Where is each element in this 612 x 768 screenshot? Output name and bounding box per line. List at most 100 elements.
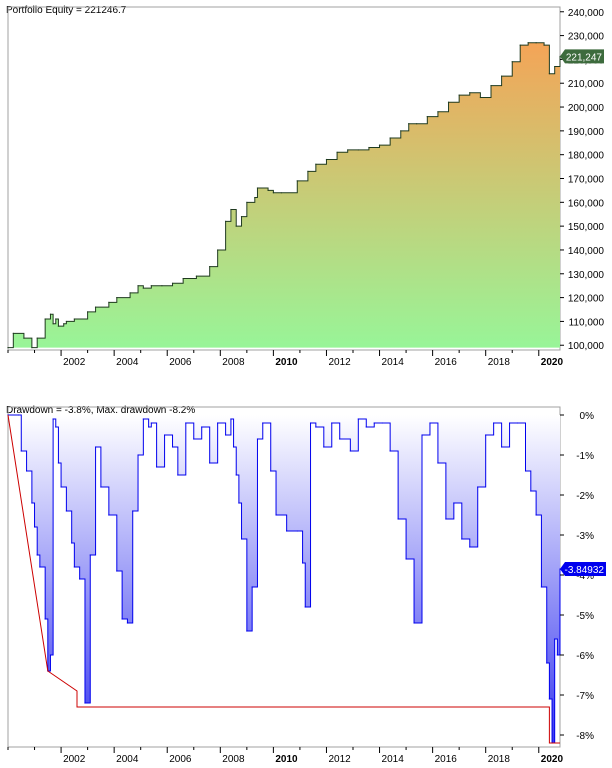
drawdown-data-point <box>31 502 33 504</box>
drawdown-chart-panel: Drawdown = -3.8%, Max. drawdown -8.2% 0%… <box>0 401 612 768</box>
drawdown-data-point <box>84 702 86 704</box>
drawdown-data-point <box>546 662 548 664</box>
drawdown-data-point <box>304 606 306 608</box>
equity-data-point <box>36 337 38 339</box>
equity-data-point <box>63 323 65 325</box>
drawdown-data-point <box>331 422 333 424</box>
drawdown-data-point <box>413 622 415 624</box>
equity-data-point <box>49 313 52 315</box>
drawdown-data-point <box>209 462 211 464</box>
equity-data-point <box>23 337 25 339</box>
equity-data-point <box>246 201 248 203</box>
drawdown-data-point <box>453 502 455 504</box>
equity-data-point <box>137 285 139 287</box>
drawdown-data-point <box>373 422 375 424</box>
equity-data-point <box>347 149 349 151</box>
equity-data-point <box>416 123 418 125</box>
drawdown-ytick-label: -8% <box>576 731 594 742</box>
equity-data-point <box>389 137 391 139</box>
drawdown-data-point <box>381 422 383 424</box>
equity-xtick-label: 2018 <box>488 357 511 368</box>
equity-last-value-tag <box>560 49 604 64</box>
drawdown-ytick-label: -7% <box>576 691 594 702</box>
equity-xtick-label: 2006 <box>169 357 192 368</box>
equity-xtick-label: 2020 <box>541 357 564 368</box>
drawdown-data-point <box>25 470 28 472</box>
drawdown-chart: Drawdown = -3.8%, Max. drawdown -8.2% 0%… <box>0 401 612 768</box>
equity-chart: Portfolio Equity = 221246.7 100,000 110,0… <box>0 0 612 372</box>
equity-ytick-label: 210,000 <box>568 79 605 90</box>
drawdown-data-point <box>235 474 237 476</box>
equity-ytick-label: 140,000 <box>568 246 605 257</box>
drawdown-data-point <box>71 542 73 544</box>
equity-ytick-label: 160,000 <box>568 198 605 209</box>
drawdown-ytick-label: -6% <box>576 651 594 662</box>
drawdown-data-point <box>132 510 134 512</box>
equity-data-point <box>87 311 89 313</box>
drawdown-data-point <box>193 438 195 440</box>
drawdown-data-point <box>60 486 62 488</box>
equity-data-point <box>108 301 110 303</box>
drawdown-data-point <box>65 510 67 512</box>
equity-data-point <box>307 170 309 172</box>
drawdown-ytick-label: -2% <box>576 491 594 502</box>
equity-data-point <box>511 61 513 63</box>
drawdown-data-point <box>201 426 203 428</box>
equity-data-point <box>142 287 144 289</box>
equity-data-point <box>490 85 492 87</box>
drawdown-data-point <box>18 414 20 416</box>
equity-data-point <box>447 101 450 103</box>
drawdown-data-point <box>89 554 91 556</box>
drawdown-data-point <box>20 450 22 452</box>
drawdown-data-point <box>469 546 471 548</box>
drawdown-ytick-label: -1% <box>576 451 594 462</box>
drawdown-data-point <box>275 514 277 516</box>
drawdown-data-point <box>429 422 431 424</box>
drawdown-last-value-tag <box>560 561 606 576</box>
drawdown-xtick-label: 2004 <box>116 754 139 765</box>
drawdown-data-point <box>116 570 118 572</box>
equity-data-point <box>554 65 556 68</box>
equity-data-point <box>527 42 529 44</box>
equity-data-point <box>325 158 328 161</box>
drawdown-data-point <box>461 538 463 540</box>
drawdown-data-point <box>256 438 259 440</box>
equity-ytick-label: 150,000 <box>568 222 605 233</box>
equity-data-point <box>161 285 163 287</box>
equity-data-point <box>55 318 57 320</box>
equity-xtick-label: 2016 <box>435 357 458 368</box>
drawdown-xtick-label: 2020 <box>541 754 564 765</box>
drawdown-xtick-label: 2014 <box>382 754 405 765</box>
equity-data-point <box>426 115 428 118</box>
drawdown-ytick-label: -4% <box>576 571 594 582</box>
drawdown-ytick-label: -3% <box>576 531 594 542</box>
equity-data-point <box>437 111 439 113</box>
drawdown-data-point <box>246 630 248 632</box>
equity-data-point <box>44 318 46 320</box>
equity-data-point <box>195 275 198 277</box>
drawdown-data-point <box>57 462 60 464</box>
drawdown-data-point <box>516 422 519 424</box>
drawdown-data-point <box>148 426 150 428</box>
drawdown-data-point <box>493 422 495 424</box>
drawdown-data-point <box>126 622 129 624</box>
drawdown-data-point <box>554 638 556 640</box>
drawdown-data-point <box>171 446 174 448</box>
equity-data-point <box>357 149 359 151</box>
drawdown-data-point <box>501 446 503 448</box>
drawdown-data-point <box>137 454 139 456</box>
drawdown-data-point <box>349 450 351 452</box>
equity-data-point <box>479 96 481 99</box>
equity-ytick-label: 230,000 <box>568 32 605 43</box>
equity-last-value-label: 221,247 <box>566 52 603 63</box>
equity-ytick-label: 240,000 <box>568 8 605 19</box>
drawdown-data-point <box>477 486 479 488</box>
drawdown-xtick-label: 2012 <box>328 754 351 765</box>
drawdown-data-point <box>44 618 46 620</box>
equity-data-point <box>235 225 237 227</box>
equity-data-point <box>65 320 67 323</box>
drawdown-data-point <box>217 422 219 424</box>
equity-chart-panel: Portfolio Equity = 221246.7 100,000 110,0… <box>0 0 612 372</box>
equity-ytick-label: 120,000 <box>568 294 605 305</box>
equity-data-point <box>182 277 184 280</box>
